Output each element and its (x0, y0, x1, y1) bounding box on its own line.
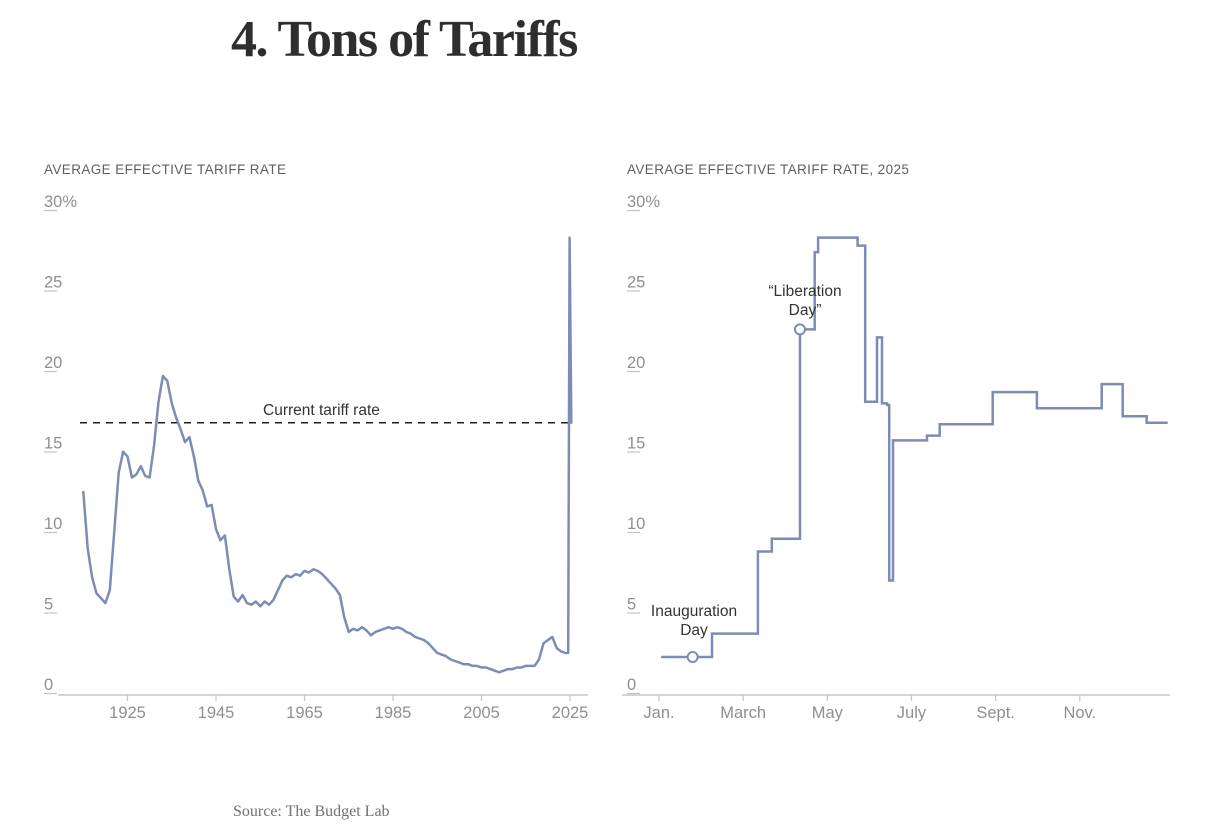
right-chart-x-tick-label: May (812, 704, 844, 722)
right-chart-y-tick-label: 30% (627, 193, 660, 211)
left-chart-header: AVERAGE EFFECTIVE TARIFF RATE (44, 162, 287, 177)
right-chart-x-tick-label: March (720, 704, 766, 722)
right-chart-y-tick-label: 20 (627, 354, 645, 372)
left-chart-y-tick-label: 30% (44, 193, 77, 211)
right-chart-x-tick-label: Sept. (976, 704, 1015, 722)
left-chart-y-tick-label: 5 (44, 596, 53, 614)
left-chart-y-tick-label: 10 (44, 515, 62, 533)
right-chart-header: AVERAGE EFFECTIVE TARIFF RATE, 2025 (627, 162, 910, 177)
right-chart-y-tick-label: 10 (627, 515, 645, 533)
source-note: Source: The Budget Lab (233, 803, 390, 820)
right-chart-y-tick-label: 0 (627, 676, 636, 694)
liberation-day-annotation: “Liberation Day” (768, 283, 842, 319)
page-title: 4. Tons of Tariffs (231, 11, 578, 68)
inauguration-day-marker (686, 650, 699, 663)
left-chart-x-tick-label: 1985 (375, 704, 412, 722)
right-chart-y-tick-label: 5 (627, 596, 636, 614)
current-tariff-rate-annotation: Current tariff rate (263, 402, 380, 419)
left-chart-x-tick-label: 2005 (463, 704, 500, 722)
liberation-day-marker (793, 323, 806, 336)
tariff-rate-2025-step-line (661, 236, 1168, 659)
right-chart-x-tick-label: July (897, 704, 927, 722)
left-chart-x-tick-label: 1965 (286, 704, 323, 722)
left-chart-x-tick-label: 2025 (552, 704, 589, 722)
left-chart-y-tick-label: 20 (44, 354, 62, 372)
left-chart-y-tick-label: 15 (44, 435, 62, 453)
inauguration-day-annotation: Inauguration Day (650, 603, 738, 639)
historical-tariff-rate-line (82, 236, 573, 674)
left-chart-x-tick-label: 1945 (198, 704, 235, 722)
left-chart-x-tick-label: 1925 (109, 704, 146, 722)
right-chart-y-tick-label: 25 (627, 274, 645, 292)
left-chart-y-tick-label: 0 (44, 676, 53, 694)
left-chart-y-tick-label: 25 (44, 274, 62, 292)
right-chart-x-tick-label: Nov. (1063, 704, 1096, 722)
right-chart-y-tick-label: 15 (627, 435, 645, 453)
right-chart-x-tick-label: Jan. (643, 704, 674, 722)
